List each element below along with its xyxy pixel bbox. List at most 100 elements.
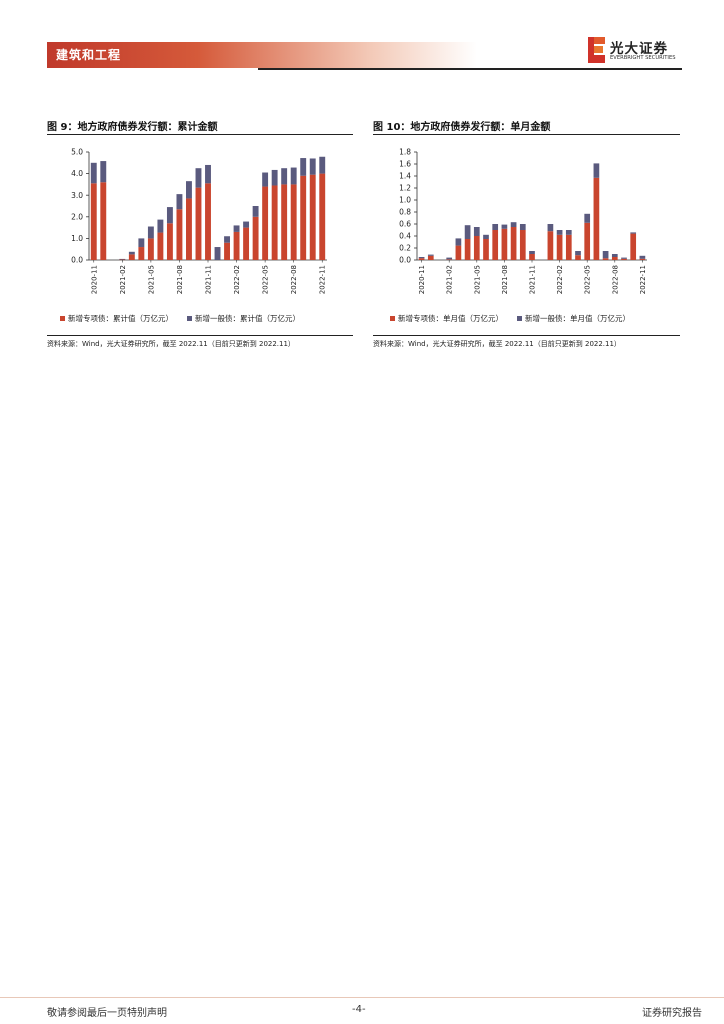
bar-special — [176, 209, 183, 260]
bar-general — [446, 257, 453, 260]
bar-special — [157, 232, 164, 260]
x-tick-label: 2021-08 — [176, 265, 184, 294]
bar-general — [492, 224, 499, 230]
bar-special — [119, 259, 126, 261]
bar-special — [290, 184, 297, 260]
bar-general — [281, 168, 288, 185]
bar-general — [593, 163, 600, 178]
y-tick-label: 4.0 — [71, 169, 83, 178]
y-tick-label: 2.0 — [71, 212, 83, 221]
x-tick-label: 2021-05 — [147, 265, 155, 294]
bar-special — [271, 185, 278, 260]
bar-general — [100, 161, 107, 183]
bar-general — [300, 158, 307, 176]
bar-special — [584, 222, 591, 260]
y-tick-label: 0.2 — [399, 244, 411, 253]
legend-swatch-special — [390, 316, 395, 321]
x-tick-label: 2020-11 — [418, 265, 426, 294]
legend-item-special: 新增专项债：单月值（万亿元） — [390, 313, 503, 324]
bar-general — [547, 224, 554, 232]
footer-doc-type: 证券研究报告 — [642, 1008, 702, 1019]
x-tick-label: 2021-08 — [501, 265, 509, 294]
y-tick-label: 3.0 — [71, 191, 83, 200]
y-tick-label: 1.0 — [71, 234, 83, 243]
legend-item-general: 新增一般债：累计值（万亿元） — [187, 313, 300, 324]
brand-name: 光大证券 — [610, 41, 668, 57]
x-tick-label: 2022-02 — [556, 265, 564, 294]
bar-special — [621, 258, 627, 260]
x-tick-label: 2022-11 — [319, 265, 327, 294]
bar-special — [501, 228, 508, 260]
bar-general — [224, 236, 230, 243]
bar-special — [639, 258, 646, 260]
bar-special — [418, 258, 425, 260]
bar-general — [90, 162, 97, 184]
bar-general — [501, 224, 508, 229]
legend-swatch-general — [187, 316, 192, 321]
bar-general — [464, 225, 471, 239]
header-band — [47, 42, 477, 68]
bar-general — [309, 158, 316, 175]
x-tick-label: 2020-11 — [90, 265, 98, 294]
bar-special — [128, 254, 135, 260]
bar-general — [166, 207, 173, 224]
figure-10-title: 图 10：地方政府债券发行额：单月金额 — [373, 122, 551, 133]
legend-label-general: 新增一般债：累计值（万亿元） — [195, 314, 300, 323]
bar-special — [224, 242, 230, 260]
y-tick-label: 0.0 — [399, 256, 411, 265]
x-tick-label: 2022-05 — [584, 265, 592, 294]
bar-general — [455, 238, 462, 246]
bar-general — [176, 194, 183, 210]
page-number: -4- — [352, 1004, 366, 1015]
bar-general — [418, 257, 425, 259]
bar-general — [611, 254, 618, 257]
figure-10-top-rule — [373, 134, 680, 135]
bar-special — [575, 255, 581, 260]
bar-general — [195, 168, 202, 188]
bar-general — [584, 213, 591, 223]
y-tick-label: 1.0 — [399, 196, 411, 205]
legend-item-general: 新增一般债：单月值（万亿元） — [517, 313, 630, 324]
y-tick-label: 1.4 — [399, 172, 411, 181]
bar-general — [205, 164, 211, 184]
section-title: 建筑和工程 — [56, 48, 122, 62]
legend-swatch-general — [517, 316, 522, 321]
bar-special — [195, 187, 202, 260]
bar-special — [492, 230, 499, 260]
x-tick-label: 2021-11 — [205, 265, 213, 294]
bar-general — [157, 219, 164, 233]
bar-special — [138, 247, 145, 260]
bar-general — [271, 169, 278, 186]
y-tick-label: 1.6 — [399, 160, 411, 169]
y-tick-label: 5.0 — [71, 148, 83, 157]
bar-special — [300, 175, 307, 260]
bar-general — [186, 181, 192, 199]
bar-special — [565, 234, 572, 260]
legend-label-special: 新增专项债：单月值（万亿元） — [398, 314, 503, 323]
legend-label-special: 新增专项债：累计值（万亿元） — [68, 314, 173, 323]
bar-general — [483, 234, 489, 239]
figure-10-chart: 0.0 0.2 0.4 0.6 0.8 1.0 1.2 1.4 1.6 1.8 2020-11 202… — [399, 148, 647, 294]
bar-special — [100, 182, 107, 260]
bar-special — [262, 186, 269, 260]
legend-label-general: 新增一般债：单月值（万亿元） — [525, 314, 630, 323]
bar-special — [611, 257, 618, 260]
bar-general — [565, 230, 572, 235]
x-tick-label: 2022-11 — [639, 265, 647, 294]
y-tick-label: 1.2 — [399, 184, 411, 193]
bar-special — [427, 255, 434, 260]
bar-general — [510, 222, 517, 227]
bar-special — [483, 239, 489, 260]
bar-special — [529, 254, 535, 260]
brand-logo: 光大证券 EVERBRIGHT SECURITIES — [587, 36, 687, 66]
bar-general — [319, 156, 326, 174]
bar-general — [147, 226, 154, 239]
figure-10-source: 资料来源：Wind，光大证券研究所，截至 2022.11（目前只更新到 2022… — [373, 340, 621, 348]
x-tick-label: 2021-02 — [446, 265, 454, 294]
bar-special — [252, 216, 259, 260]
bar-general — [290, 167, 297, 185]
bar-special — [630, 233, 637, 260]
bar-special — [519, 230, 526, 260]
x-tick-label: 2021-05 — [473, 265, 481, 294]
figure-9-source: 资料来源：Wind，光大证券研究所，截至 2022.11（目前只更新到 2022… — [47, 340, 295, 348]
